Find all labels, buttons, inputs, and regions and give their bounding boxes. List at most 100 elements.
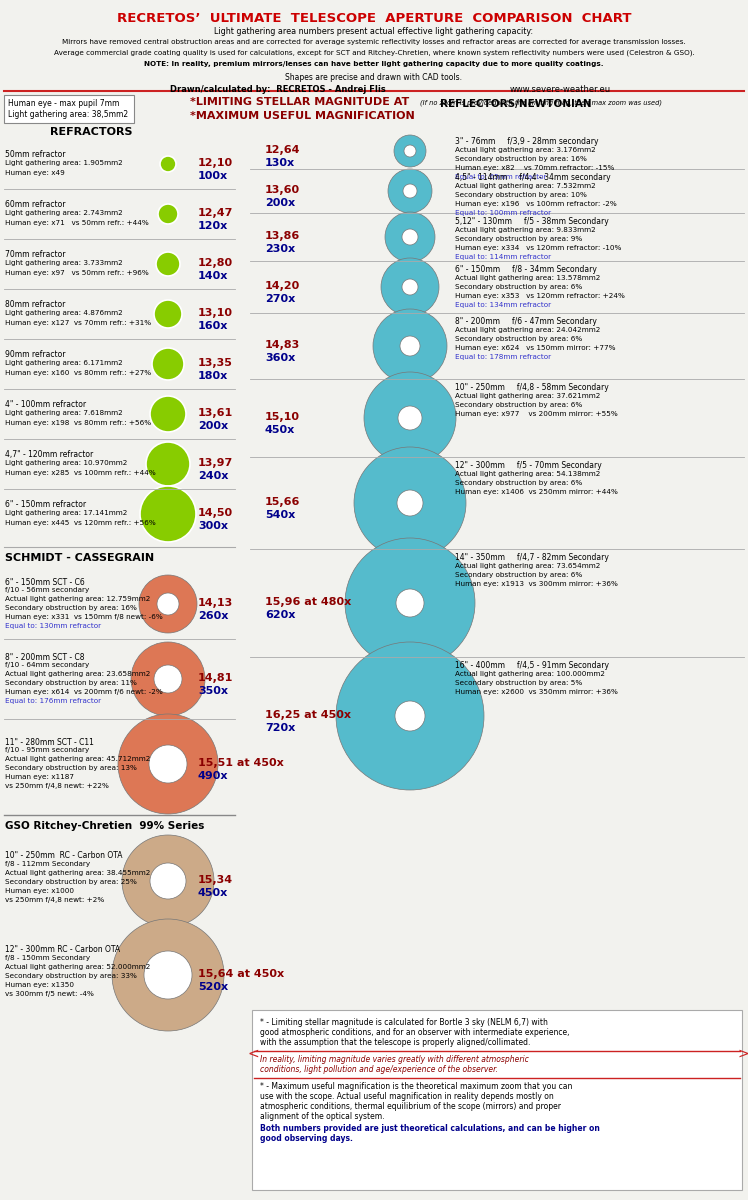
Text: Light gathering area: 38,5mm2: Light gathering area: 38,5mm2 — [8, 110, 128, 119]
Text: 14,13: 14,13 — [198, 598, 233, 608]
Text: 14" - 350mm     f/4,7 - 82mm Secondary: 14" - 350mm f/4,7 - 82mm Secondary — [455, 553, 609, 562]
Text: Actual light gathering area: 12.759mm2: Actual light gathering area: 12.759mm2 — [5, 596, 150, 602]
Circle shape — [354, 446, 466, 559]
Text: 5,12" - 130mm     f/5 - 38mm Secondary: 5,12" - 130mm f/5 - 38mm Secondary — [455, 217, 609, 226]
Circle shape — [381, 258, 439, 316]
Text: conditions, light pollution and age/experience of the observer.: conditions, light pollution and age/expe… — [260, 1066, 498, 1074]
Text: www.severe-weather.eu: www.severe-weather.eu — [510, 85, 611, 94]
Text: vs 300mm f/5 newt: -4%: vs 300mm f/5 newt: -4% — [5, 991, 94, 997]
Circle shape — [149, 745, 187, 782]
Text: Secondary obstruction by area: 5%: Secondary obstruction by area: 5% — [455, 680, 582, 686]
Text: Actual light gathering area: 9.833mm2: Actual light gathering area: 9.833mm2 — [455, 227, 595, 233]
Text: 11" - 280mm SCT - C11: 11" - 280mm SCT - C11 — [5, 738, 94, 746]
Text: Human eye: x1350: Human eye: x1350 — [5, 982, 74, 988]
Text: 14,20: 14,20 — [265, 281, 300, 290]
Text: Secondary obstruction by area: 6%: Secondary obstruction by area: 6% — [455, 572, 582, 578]
Text: 130x: 130x — [265, 158, 295, 168]
Circle shape — [156, 252, 180, 276]
Text: Drawn/calculated by:  RECRETOS - Andrej Flis: Drawn/calculated by: RECRETOS - Andrej F… — [170, 85, 386, 94]
Text: Actual light gathering area: 7.532mm2: Actual light gathering area: 7.532mm2 — [455, 182, 595, 188]
Text: REFRACTORS: REFRACTORS — [50, 127, 132, 137]
Text: 13,35: 13,35 — [198, 358, 233, 368]
Text: vs 250mm f/4,8 newt: +22%: vs 250mm f/4,8 newt: +22% — [5, 782, 109, 790]
Text: 12" - 300mm RC - Carbon OTA: 12" - 300mm RC - Carbon OTA — [5, 946, 120, 954]
Text: Average commercial grade coating quality is used for calculations, except for SC: Average commercial grade coating quality… — [54, 50, 694, 56]
Text: RECRETOS’  ULTIMATE  TELESCOPE  APERTURE  COMPARISON  CHART: RECRETOS’ ULTIMATE TELESCOPE APERTURE CO… — [117, 12, 631, 25]
Text: Human eye: x445  vs 120mm refr.: +56%: Human eye: x445 vs 120mm refr.: +56% — [5, 520, 156, 526]
Circle shape — [118, 714, 218, 814]
Text: 15,66: 15,66 — [265, 497, 301, 506]
Text: Actual light gathering area: 37.621mm2: Actual light gathering area: 37.621mm2 — [455, 392, 601, 398]
Circle shape — [396, 589, 424, 617]
Text: REFLECTORS/NEWTONIAN: REFLECTORS/NEWTONIAN — [440, 98, 592, 109]
Text: Actual light gathering area: 100.000mm2: Actual light gathering area: 100.000mm2 — [455, 671, 605, 677]
Text: Secondary obstruction by area: 13%: Secondary obstruction by area: 13% — [5, 766, 137, 770]
Text: In reality, limiting magnitude varies greatly with different atmospheric: In reality, limiting magnitude varies gr… — [260, 1055, 529, 1064]
Text: Human eye: x977    vs 200mm mirror: +55%: Human eye: x977 vs 200mm mirror: +55% — [455, 410, 618, 416]
Text: Human eye: x82    vs 70mm refractor: -15%: Human eye: x82 vs 70mm refractor: -15% — [455, 164, 614, 170]
Text: 13,86: 13,86 — [265, 230, 300, 241]
Circle shape — [154, 300, 182, 328]
Text: 4,7" - 120mm refractor: 4,7" - 120mm refractor — [5, 450, 94, 458]
Text: 6" - 150mm refractor: 6" - 150mm refractor — [5, 500, 86, 509]
Text: 13,10: 13,10 — [198, 308, 233, 318]
Text: 16,25 at 450x: 16,25 at 450x — [265, 710, 351, 720]
Text: Actual light gathering area: 54.138mm2: Actual light gathering area: 54.138mm2 — [455, 470, 601, 476]
Text: 13,61: 13,61 — [198, 408, 233, 418]
Text: Human eye: x198  vs 80mm refr.: +56%: Human eye: x198 vs 80mm refr.: +56% — [5, 420, 151, 426]
Text: Actual light gathering area: 45.712mm2: Actual light gathering area: 45.712mm2 — [5, 756, 150, 762]
Text: 100x: 100x — [198, 170, 228, 181]
Text: 6" - 150mm     f/8 - 34mm Secondary: 6" - 150mm f/8 - 34mm Secondary — [455, 265, 597, 274]
Text: Light gathering area: 17.141mm2: Light gathering area: 17.141mm2 — [5, 510, 127, 516]
Circle shape — [397, 490, 423, 516]
Text: Secondary obstruction by area: 11%: Secondary obstruction by area: 11% — [5, 680, 137, 686]
Text: Light gathering area: 2.743mm2: Light gathering area: 2.743mm2 — [5, 210, 123, 216]
Circle shape — [395, 701, 425, 731]
Text: Actual light gathering area: 24.042mm2: Actual light gathering area: 24.042mm2 — [455, 326, 601, 332]
Text: 4,5" - 114mm     f/4,4 - 34mm secondary: 4,5" - 114mm f/4,4 - 34mm secondary — [455, 173, 610, 182]
Text: Actual light gathering area: 3.176mm2: Actual light gathering area: 3.176mm2 — [455, 146, 595, 152]
Circle shape — [400, 336, 420, 356]
Text: *MAXIMUM USEFUL MAGNIFICATION: *MAXIMUM USEFUL MAGNIFICATION — [190, 110, 414, 121]
Text: Secondary obstruction by area: 6%: Secondary obstruction by area: 6% — [455, 284, 582, 290]
Text: 230x: 230x — [265, 244, 295, 254]
Circle shape — [398, 406, 422, 430]
Circle shape — [146, 442, 190, 486]
Text: 10" - 250mm  RC - Carbon OTA: 10" - 250mm RC - Carbon OTA — [5, 851, 123, 860]
Text: Human eye: x331  vs 150mm f/8 newt: -6%: Human eye: x331 vs 150mm f/8 newt: -6% — [5, 614, 163, 620]
Text: 16" - 400mm     f/4,5 - 91mm Secondary: 16" - 400mm f/4,5 - 91mm Secondary — [455, 661, 609, 670]
Text: GSO Ritchey-Chretien  99% Series: GSO Ritchey-Chretien 99% Series — [5, 821, 204, 830]
Text: *LIMITING STELLAR MAGNITUDE AT: *LIMITING STELLAR MAGNITUDE AT — [190, 97, 409, 107]
Text: Equal to: 178mm refractor: Equal to: 178mm refractor — [455, 354, 551, 360]
Text: f/10 - 56mm secondary: f/10 - 56mm secondary — [5, 587, 89, 593]
Text: >: > — [738, 1046, 748, 1061]
Text: Actual light gathering area: 13.578mm2: Actual light gathering area: 13.578mm2 — [455, 275, 601, 281]
Text: 70mm refractor: 70mm refractor — [5, 250, 66, 259]
Text: 12" - 300mm     f/5 - 70mm Secondary: 12" - 300mm f/5 - 70mm Secondary — [455, 461, 601, 470]
Circle shape — [385, 212, 435, 262]
Text: 540x: 540x — [265, 510, 295, 520]
Text: Equal to: 176mm refractor: Equal to: 176mm refractor — [5, 698, 101, 704]
Text: Light gathering area: 7.618mm2: Light gathering area: 7.618mm2 — [5, 410, 123, 416]
Text: with the assumption that the telescope is properly aligned/collimated.: with the assumption that the telescope i… — [260, 1038, 530, 1046]
Circle shape — [388, 169, 432, 214]
Text: 160x: 160x — [198, 320, 228, 331]
Text: 15,64 at 450x: 15,64 at 450x — [198, 970, 284, 979]
Text: 720x: 720x — [265, 722, 295, 733]
Circle shape — [131, 642, 205, 716]
Text: Human eye: x334   vs 120mm refractor: -10%: Human eye: x334 vs 120mm refractor: -10% — [455, 245, 622, 251]
Text: 450x: 450x — [265, 425, 295, 434]
Text: Human eye: x196   vs 100mm refractor: -2%: Human eye: x196 vs 100mm refractor: -2% — [455, 200, 617, 206]
Text: good atmospheric conditions, and for an observer with intermediate experience,: good atmospheric conditions, and for an … — [260, 1028, 569, 1037]
Text: alignment of the optical system.: alignment of the optical system. — [260, 1112, 384, 1121]
Text: <: < — [248, 1046, 260, 1061]
Text: Human eye: x285  vs 100mm refr.: +44%: Human eye: x285 vs 100mm refr.: +44% — [5, 470, 156, 476]
Text: 13,97: 13,97 — [198, 458, 233, 468]
Text: Equal to: 65mm refractor: Equal to: 65mm refractor — [455, 174, 547, 180]
Text: 6" - 150mm SCT - C6: 6" - 150mm SCT - C6 — [5, 578, 85, 587]
Text: 80mm refractor: 80mm refractor — [5, 300, 65, 308]
Text: Secondary obstruction by area: 25%: Secondary obstruction by area: 25% — [5, 878, 137, 886]
Text: Human eye: x160  vs 80mm refr.: +27%: Human eye: x160 vs 80mm refr.: +27% — [5, 370, 151, 376]
Circle shape — [158, 204, 178, 224]
Text: Actual light gathering area: 23.658mm2: Actual light gathering area: 23.658mm2 — [5, 671, 150, 677]
